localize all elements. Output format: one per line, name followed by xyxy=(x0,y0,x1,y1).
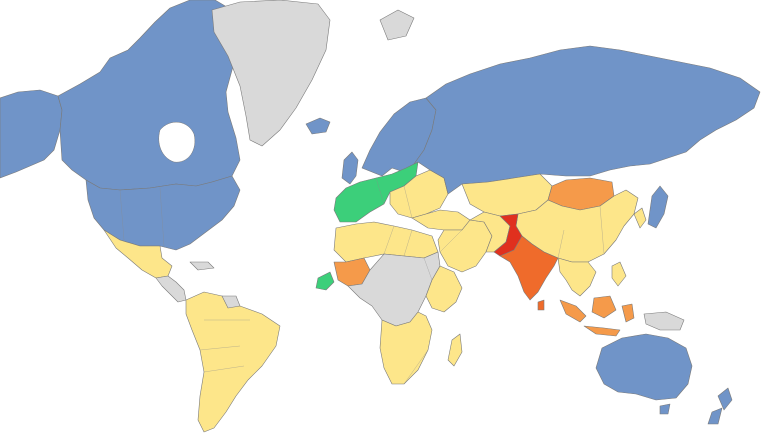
region-mexico xyxy=(103,229,173,279)
region-philippines xyxy=(611,261,627,287)
region-japan xyxy=(647,185,669,229)
region-middle-east xyxy=(437,219,493,273)
region-south-america xyxy=(185,291,281,433)
region-new-zealand-south xyxy=(707,407,723,425)
region-west-africa xyxy=(315,271,335,291)
region-russia xyxy=(413,45,761,195)
region-greenland xyxy=(211,0,331,147)
region-new-zealand xyxy=(717,387,733,411)
region-caribbean xyxy=(189,261,215,271)
region-indonesia-java xyxy=(583,325,621,337)
region-madagascar xyxy=(447,333,463,367)
region-tasmania xyxy=(659,403,671,415)
region-sri-lanka xyxy=(537,299,545,311)
region-guianas xyxy=(221,295,241,309)
region-alaska xyxy=(0,89,63,179)
region-southeast-asia xyxy=(557,257,597,297)
region-korea xyxy=(633,207,647,229)
region-iceland xyxy=(305,117,331,135)
border-lines xyxy=(119,177,605,385)
region-united-kingdom xyxy=(341,151,359,185)
region-eastern-europe xyxy=(389,169,449,219)
region-east-africa xyxy=(425,265,463,313)
region-indonesia-borneo xyxy=(591,295,617,319)
region-svalbard xyxy=(379,9,415,41)
hudson-bay xyxy=(158,122,196,163)
region-indonesia-sumatra xyxy=(559,299,587,323)
region-papua xyxy=(643,311,685,331)
region-australia xyxy=(595,333,693,401)
region-indonesia-sulawesi xyxy=(621,303,635,323)
region-india xyxy=(499,235,559,301)
